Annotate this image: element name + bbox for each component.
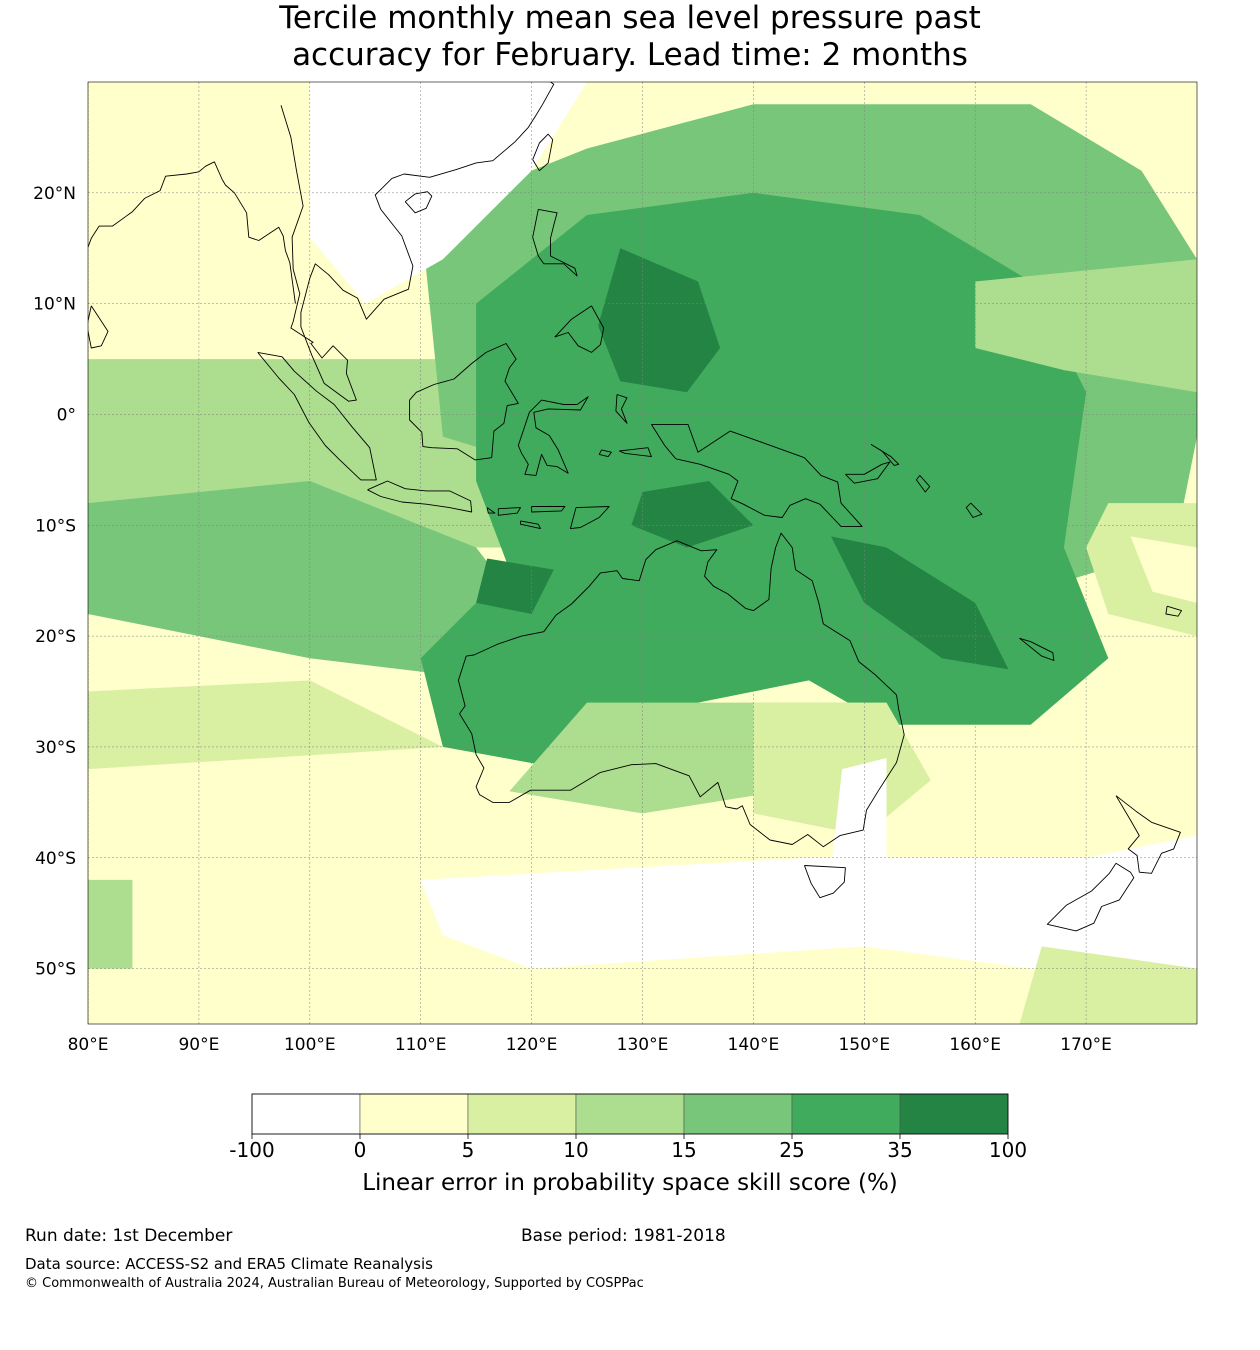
colorbar-swatch — [251, 1093, 361, 1135]
coastline-12 — [404, 191, 433, 214]
latitude-tick-label: 10°N — [33, 295, 76, 315]
longitude-tick-label: 150°E — [838, 1035, 890, 1055]
coastline-24 — [569, 506, 610, 530]
graticule — [88, 82, 1197, 1024]
coastline-22 — [598, 449, 612, 458]
colorbar-frame — [251, 1093, 1009, 1135]
latitude-tick-label: 20°N — [33, 184, 76, 204]
skill-region-17 — [88, 879, 133, 969]
skill-region-6 — [631, 481, 754, 548]
skill-region-10 — [1086, 503, 1197, 637]
colorbar-title: Linear error in probability space skill … — [362, 1170, 898, 1196]
colorbar-tick-label: 25 — [779, 1138, 804, 1162]
coastline-14 — [88, 305, 109, 349]
title-line-2: accuracy for February. Lead time: 2 mont… — [292, 37, 968, 73]
skill-region-11 — [1130, 536, 1197, 603]
latitude-tick-label: 40°S — [35, 849, 76, 869]
coastline-11 — [280, 82, 555, 402]
colorbar-tick-label: 15 — [671, 1138, 696, 1162]
latitude-tick-label: 30°S — [35, 738, 76, 758]
copyright-notice: © Commonwealth of Australia 2024, Austra… — [25, 1276, 644, 1291]
colorbar-swatch — [359, 1093, 469, 1135]
colorbar-swatch — [575, 1093, 685, 1135]
coastline-27 — [497, 507, 521, 516]
coastline-0 — [457, 532, 905, 848]
longitude-tick-label: 160°E — [949, 1035, 1001, 1055]
coastline-8 — [517, 396, 589, 476]
base-period: Base period: 1981-2018 — [521, 1226, 726, 1246]
colorbar-tick-label: 0 — [354, 1138, 367, 1162]
longitude-tick-label: 100°E — [284, 1035, 336, 1055]
longitude-tick-label: 80°E — [68, 1035, 109, 1055]
latitude-tick-label: 50°S — [35, 960, 76, 980]
longitude-tick-label: 110°E — [395, 1035, 447, 1055]
colorbar-tick-label: 5 — [462, 1138, 475, 1162]
coastline-28 — [531, 506, 566, 513]
longitude-tick-label: 130°E — [617, 1035, 669, 1055]
coastline-9 — [532, 208, 578, 277]
longitude-tick-label: 140°E — [728, 1035, 780, 1055]
coastline-6 — [367, 480, 473, 513]
colorbar-tick-label: -100 — [229, 1138, 274, 1162]
coastline-23 — [619, 447, 652, 458]
coastline-2 — [1115, 795, 1181, 874]
latitude-labels: 20°N 10°N 0° 10°S 20°S 30°S 40°S 50°S — [33, 184, 76, 980]
longitude-tick-label: 90°E — [178, 1035, 219, 1055]
run-date: Run date: 1st December — [25, 1226, 233, 1246]
coastline-13 — [532, 133, 554, 172]
data-source: Data source: ACCESS-S2 and ERA5 Climate … — [25, 1255, 433, 1273]
colorbar-tick-label: 100 — [989, 1138, 1027, 1162]
coastline-15 — [88, 161, 296, 304]
coastline-26 — [486, 507, 496, 514]
longitude-tick-label: 120°E — [506, 1035, 558, 1055]
skill-score-layer — [88, 82, 1197, 1024]
coastline-4 — [651, 423, 863, 527]
skill-region-5 — [598, 248, 721, 393]
colorbar-swatch — [467, 1093, 577, 1135]
coastline-7 — [409, 343, 519, 461]
coastline-3 — [1046, 862, 1135, 932]
skill-region-18 — [1019, 946, 1197, 1024]
longitude-tick-label: 170°E — [1060, 1035, 1112, 1055]
coastline-19 — [965, 502, 983, 518]
skill-region-14 — [831, 758, 887, 880]
colorbar-swatch — [791, 1093, 901, 1135]
colorbar-swatch — [899, 1093, 1009, 1135]
coastline-29 — [615, 394, 628, 424]
colorbar-tick-label: 35 — [887, 1138, 912, 1162]
map-frame — [87, 81, 1198, 1025]
skill-region-15 — [420, 835, 1197, 991]
coastline-17 — [1165, 605, 1182, 617]
colorbar-tick-label: 10 — [563, 1138, 588, 1162]
coastlines — [88, 82, 1182, 932]
map-title: Tercile monthly mean sea level pressure … — [0, 0, 1260, 74]
title-line-1: Tercile monthly mean sea level pressure … — [279, 0, 981, 36]
colorbar-swatch — [683, 1093, 793, 1135]
skill-region-8 — [476, 558, 554, 614]
coastline-21 — [870, 444, 900, 466]
latitude-tick-label: 20°S — [35, 627, 76, 647]
coastline-1 — [803, 865, 846, 899]
latitude-tick-label: 0° — [57, 405, 76, 425]
colorbar: -100 0 5 10 15 25 35 100 Linear error in probab… — [229, 1093, 1027, 1196]
skill-region-9 — [975, 259, 1197, 393]
map-plot-area — [88, 82, 1197, 1024]
coastline-5 — [257, 351, 377, 481]
coastline-25 — [520, 520, 541, 530]
coastline-18 — [915, 475, 931, 493]
coastline-16 — [1019, 637, 1055, 661]
coastline-10 — [554, 305, 605, 353]
latitude-tick-label: 10°S — [35, 516, 76, 536]
coastline-20 — [845, 461, 891, 484]
longitude-labels: 80°E 90°E 100°E 110°E 120°E 130°E 140°E 150°E 16… — [68, 1035, 1112, 1055]
